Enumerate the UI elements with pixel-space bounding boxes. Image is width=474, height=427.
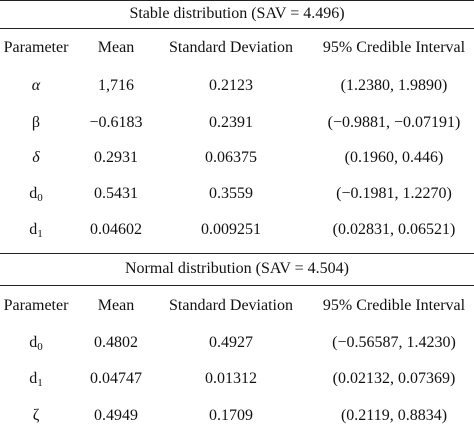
cell-parameter: d1 [29,220,43,244]
section-rule [0,253,474,254]
cell-standard-deviation: 0.01312 [205,370,257,387]
column-header-standard-deviation: Standard Deviation [169,297,293,314]
column-header-mean: Mean [97,297,135,314]
cell-credible-interval: (−0.9881, −0.07191) [327,114,461,131]
parameter-symbol: ζ [32,407,40,424]
cell-mean: 0.5431 [94,185,138,202]
column-header-parameter: Parameter [3,297,69,314]
cell-parameter: δ [32,148,39,168]
parameter-symbol: d [29,334,38,351]
cell-parameter: d0 [29,184,43,208]
cell-credible-interval: (0.2119, 0.8834) [340,407,448,424]
parameter-symbol: d [29,370,38,387]
cell-mean: 0.4949 [94,407,138,424]
cell-mean: 1,716 [98,77,134,94]
section-title: Normal distribution (SAV = 4.504) [125,260,349,277]
cell-parameter: d1 [29,369,43,393]
parameter-subscript: 1 [37,228,43,240]
column-header-credible-interval: 95% Credible Interval [322,39,466,56]
cell-standard-deviation: 0.009251 [201,221,261,238]
column-header-parameter: Parameter [3,39,69,56]
cell-standard-deviation: 0.2391 [209,114,253,131]
cell-credible-interval: (1.2380, 1.9890) [340,77,448,94]
parameter-symbol: α [31,77,41,94]
cell-parameter: ζ [33,406,40,426]
column-header-standard-deviation: Standard Deviation [169,39,293,56]
cell-standard-deviation: 0.1709 [209,407,253,424]
cell-standard-deviation: 0.4927 [209,334,253,351]
cell-parameter: α [32,76,40,96]
cell-credible-interval: (0.1960, 0.446) [344,149,444,166]
column-header-mean: Mean [97,39,135,56]
cell-mean: −0.6183 [89,114,143,131]
cell-credible-interval: (0.02831, 0.06521) [332,221,456,238]
cell-standard-deviation: 0.3559 [209,185,253,202]
cell-standard-deviation: 0.2123 [209,77,253,94]
cell-parameter: d0 [29,333,43,357]
parameter-symbol: d [29,185,38,202]
cell-mean: 0.04747 [90,370,142,387]
section-rule [0,28,474,29]
cell-credible-interval: (−0.1981, 1.2270) [336,185,452,202]
parameter-subscript: 1 [37,377,43,389]
parameter-subscript: 0 [37,192,43,204]
cell-mean: 0.2931 [94,149,138,166]
cell-mean: 0.4802 [94,334,138,351]
cell-mean: 0.04602 [90,221,142,238]
column-header-credible-interval: 95% Credible Interval [322,297,466,314]
parameter-symbol: d [29,221,38,238]
cell-credible-interval: (0.02132, 0.07369) [332,370,456,387]
parameter-subscript: 0 [37,341,43,353]
cell-standard-deviation: 0.06375 [205,149,257,166]
top-rule [0,0,474,1]
cell-parameter: β [32,113,40,133]
section-title: Stable distribution (SAV = 4.496) [129,5,345,22]
cell-credible-interval: (−0.56587, 1.4230) [332,334,456,351]
parameter-symbol: β [31,114,41,131]
parameter-symbol: δ [32,149,40,166]
section-rule [0,285,474,286]
